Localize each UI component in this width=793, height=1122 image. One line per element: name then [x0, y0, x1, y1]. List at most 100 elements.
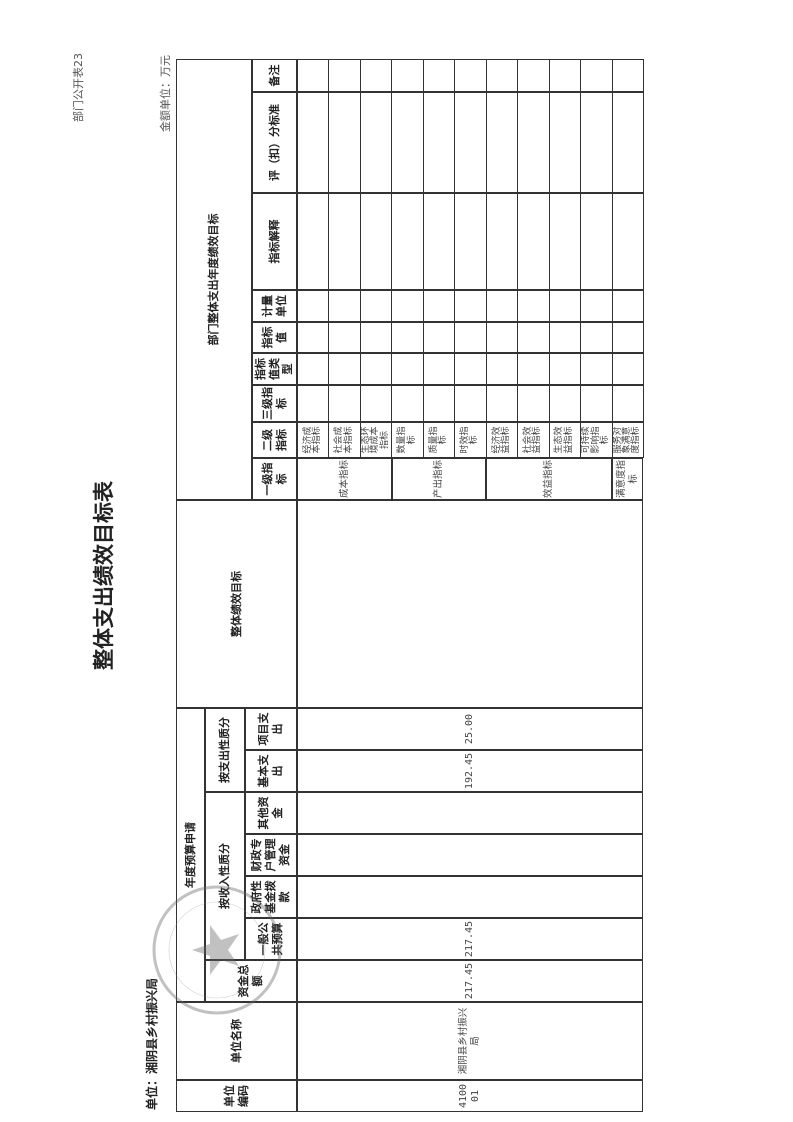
- cell-level3: [548, 385, 582, 422]
- header-value-type: 指标值类型: [252, 353, 297, 385]
- cell-other-funds: [297, 792, 643, 834]
- cell-value: [422, 322, 456, 353]
- level2-indicator: 经济成本指标: [297, 422, 330, 458]
- cell-level3: [297, 385, 330, 422]
- cell-scoring: [580, 92, 613, 193]
- cell-value-type: [485, 353, 519, 385]
- cell-remark: [517, 59, 550, 92]
- cell-value-type: [422, 353, 456, 385]
- cell-level3: [328, 385, 361, 422]
- cell-value: [485, 322, 519, 353]
- cell-value-type: [517, 353, 550, 385]
- cell-basic-expense: 192.45: [297, 750, 643, 792]
- cell-explanation: [391, 193, 424, 290]
- cell-scoring: [359, 92, 393, 193]
- cell-remark: [611, 59, 644, 92]
- page-title: 整体支出绩效目标表: [92, 481, 116, 670]
- cell-unit: [454, 290, 487, 322]
- cell-level3: [359, 385, 393, 422]
- cell-level3: [391, 385, 424, 422]
- cell-value-type: [611, 353, 644, 385]
- cell-explanation: [454, 193, 487, 290]
- cell-explanation: [580, 193, 613, 290]
- header-overall-goal: 整体绩效目标: [176, 500, 297, 708]
- cell-scoring: [297, 92, 330, 193]
- cell-remark: [454, 59, 487, 92]
- header-level1: 一级指标: [252, 458, 297, 500]
- level1-benefit: 效益指标: [486, 458, 612, 500]
- form-number: 部门公开表23: [72, 53, 85, 122]
- cell-unit: [580, 290, 613, 322]
- cell-value: [517, 322, 550, 353]
- header-special-account: 财政专户管理资金: [245, 834, 297, 876]
- cell-unit: [611, 290, 644, 322]
- header-explanation: 指标解释: [252, 193, 297, 290]
- cell-remark: [548, 59, 582, 92]
- cell-remark: [422, 59, 456, 92]
- cell-unit-name: 湘阴县乡村振兴局: [297, 1002, 643, 1080]
- cell-level3: [611, 385, 644, 422]
- cell-scoring: [391, 92, 424, 193]
- level2-indicator: 服务对象满意度指标: [611, 422, 644, 458]
- cell-unit: [391, 290, 424, 322]
- cell-level3: [422, 385, 456, 422]
- cell-gov-fund: [297, 876, 643, 918]
- level2-indicator: 社会效益指标: [517, 422, 550, 458]
- cell-remark: [580, 59, 613, 92]
- cell-remark: [391, 59, 424, 92]
- cell-level3: [580, 385, 613, 422]
- cell-unit: [328, 290, 361, 322]
- header-value: 指标值: [252, 322, 297, 353]
- amount-unit: 金额单位：万元: [159, 55, 172, 132]
- cell-value-type: [297, 353, 330, 385]
- header-unit: 计量单位: [252, 290, 297, 322]
- header-unit-code: 单位编码: [176, 1080, 297, 1112]
- cell-value: [548, 322, 582, 353]
- header-other-funds: 其他资金: [245, 792, 297, 834]
- level2-indicator: 社会成本指标: [328, 422, 361, 458]
- cell-level3: [517, 385, 550, 422]
- official-seal: [152, 885, 282, 1015]
- cell-remark: [297, 59, 330, 92]
- cell-value-type: [359, 353, 393, 385]
- cell-explanation: [359, 193, 393, 290]
- cell-explanation: [297, 193, 330, 290]
- cell-value: [580, 322, 613, 353]
- header-remark: 备注: [252, 59, 297, 92]
- cell-explanation: [517, 193, 550, 290]
- level2-indicator: 生态效益指标: [548, 422, 582, 458]
- cell-value: [328, 322, 361, 353]
- cell-unit: [517, 290, 550, 322]
- cell-value-type: [391, 353, 424, 385]
- cell-scoring: [454, 92, 487, 193]
- cell-unit: [422, 290, 456, 322]
- cell-special-account: [297, 834, 643, 876]
- cell-unit: [359, 290, 393, 322]
- cell-overall-goal: [297, 500, 643, 708]
- level1-satisfaction: 满意度指标: [612, 458, 643, 500]
- cell-remark: [359, 59, 393, 92]
- header-scoring: 评（扣）分标准: [252, 92, 297, 193]
- cell-value: [611, 322, 644, 353]
- level2-indicator: 可持续影响指标: [580, 422, 613, 458]
- level2-indicator: 质量指标: [422, 422, 456, 458]
- cell-scoring: [517, 92, 550, 193]
- level1-output: 产出指标: [392, 458, 486, 500]
- header-basic-expense: 基本支出: [245, 750, 297, 792]
- header-dept-goal: 部门整体支出年度绩效目标: [176, 59, 252, 500]
- cell-general-budget: 217.45: [297, 918, 643, 960]
- cell-remark: [485, 59, 519, 92]
- cell-project-expense: 25.00: [297, 708, 643, 750]
- cell-unit: [548, 290, 582, 322]
- cell-value-type: [580, 353, 613, 385]
- header-by-expense: 按支出性质分: [205, 708, 245, 792]
- cell-scoring: [611, 92, 644, 193]
- level1-cost: 成本指标: [297, 458, 392, 500]
- level2-indicator: 时效指标: [454, 422, 487, 458]
- header-level2: 二级指标: [252, 422, 297, 458]
- cell-scoring: [328, 92, 361, 193]
- level2-indicator: 生态环境成本指标: [359, 422, 393, 458]
- cell-unit-code: 410001: [297, 1080, 643, 1112]
- header-level3: 三级指标: [252, 385, 297, 422]
